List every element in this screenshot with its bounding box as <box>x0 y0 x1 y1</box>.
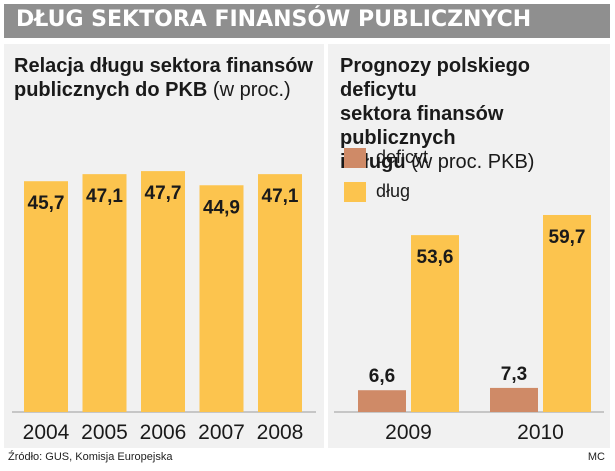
x-tick-label-2008: 2008 <box>257 421 304 444</box>
x-tick-label-2007: 2007 <box>198 421 245 444</box>
main-title: DŁUG SEKTORA FINANSÓW PUBLICZNYCH <box>16 7 532 32</box>
legend-swatch-deficyt <box>344 148 366 168</box>
right-title-line1: Prognozy polskiego deficytu <box>340 55 531 101</box>
bar-value-label-deficyt-2009: 6,6 <box>369 366 395 387</box>
legend-label-dlug: dług <box>376 181 411 201</box>
bar-value-label-deficyt-2010: 7,3 <box>501 364 527 385</box>
legend-swatch-dlug <box>344 182 366 202</box>
bar-value-label-2004: 45,7 <box>28 193 65 214</box>
bar-deficyt-2010 <box>490 387 538 412</box>
bar-value-label-2008: 47,1 <box>262 186 299 207</box>
chart-header: DŁUG SEKTORA FINANSÓW PUBLICZNYCH <box>4 4 610 38</box>
source-note: Źródło: GUS, Komisja Europejska <box>8 451 173 463</box>
x-tick-label-2004: 2004 <box>23 421 70 444</box>
bar-deficyt-2009 <box>358 390 406 412</box>
left-title-unit: (w proc.) <box>212 79 291 101</box>
author-credit: MC <box>587 451 605 463</box>
bar-value-label-dług-2010: 59,7 <box>549 227 586 248</box>
bar-2008 <box>258 174 302 412</box>
bar-2007 <box>199 185 244 412</box>
right-title-unit: (w proc. PKB) <box>411 151 535 173</box>
x-tick-label-2005: 2005 <box>81 421 128 444</box>
bar-value-label-2005: 47,1 <box>86 186 123 207</box>
bar-dług-2010 <box>543 214 591 412</box>
right-chart-panel: Prognozy polskiego deficytu sektora fina… <box>328 44 610 448</box>
x-tick-label-2009: 2009 <box>385 421 432 444</box>
left-chart-panel: Relacja długu sektora finansów publiczny… <box>4 44 324 448</box>
bar-2004 <box>24 181 68 412</box>
left-chart-title: Relacja długu sektora finansów publiczny… <box>14 54 313 102</box>
left-chart-svg: 45,7 2004 47,1 2005 47,7 2006 44,9 2007 47,1 2008 <box>12 171 316 444</box>
bar-2006 <box>141 171 185 412</box>
left-title-line1: Relacja długu sektora finansów <box>14 55 313 77</box>
x-tick-label-2006: 2006 <box>140 421 187 444</box>
bar-dług-2009 <box>411 235 459 412</box>
bar-value-label-2006: 47,7 <box>145 183 182 204</box>
x-tick-label-2010: 2010 <box>517 421 564 444</box>
right-title-line2: sektora finansów publicznych <box>340 103 504 149</box>
bar-value-label-dług-2009: 53,6 <box>417 247 454 268</box>
bar-2005 <box>82 174 127 412</box>
legend-label-deficyt: deficyt <box>376 147 429 167</box>
bar-value-label-2007: 44,9 <box>203 197 240 218</box>
right-chart-svg: 6,6 53,6 2009 7,3 59,7 2010 <box>334 214 604 444</box>
left-title-line2: publicznych do PKB <box>14 79 208 101</box>
